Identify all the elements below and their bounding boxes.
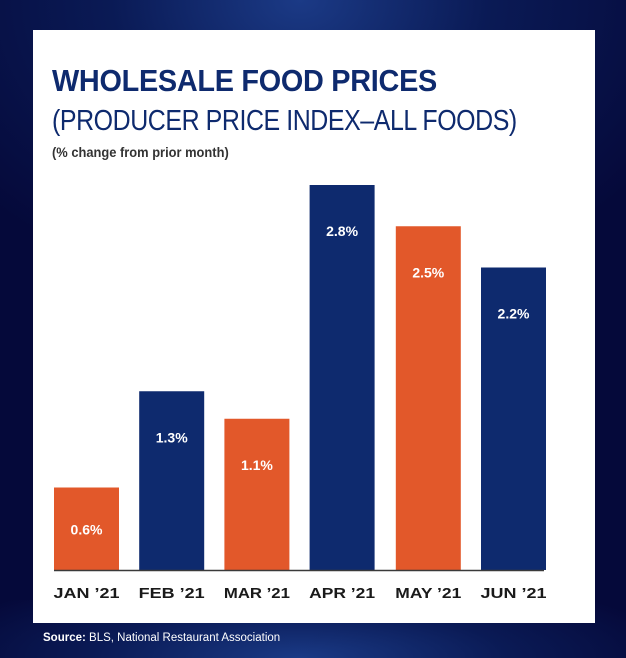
bar-value-label: 1.1% (241, 457, 273, 473)
bar-value-label: 2.5% (412, 264, 444, 280)
x-tick-label: FEB ’21 (139, 585, 205, 602)
x-tick-label: MAR ’21 (224, 585, 290, 602)
bar-2 (139, 391, 205, 570)
x-tick-label: MAY ’21 (395, 585, 461, 602)
chart-note: (% change from prior month) (52, 144, 229, 160)
bar-5 (395, 226, 461, 570)
x-axis-labels: JAN ’21 FEB ’21 MAR ’21 APR ’21 MAY ’21 JUN ’… (54, 585, 547, 602)
bar-1 (54, 487, 119, 570)
bar-4 (309, 185, 375, 570)
bars-group: 0.6% 1.3% 1.1% 2.8% 2.5% 2.2% (54, 185, 546, 570)
source-label: Source: (43, 632, 86, 644)
x-tick-label: APR ’21 (309, 585, 375, 602)
bar-value-label: 0.6% (71, 522, 103, 538)
bar-value-label: 2.8% (326, 223, 358, 239)
x-tick-label: JAN ’21 (54, 585, 120, 602)
bar-value-label: 2.2% (498, 306, 530, 322)
source-footer: Source: BLS, National Restaurant Associa… (43, 632, 280, 644)
x-tick-label: JUN ’21 (481, 585, 547, 602)
bar-6 (481, 267, 546, 570)
bar-value-label: 1.3% (156, 429, 188, 445)
source-text: BLS, National Restaurant Association (85, 632, 281, 644)
chart-subtitle: (PRODUCER PRICE INDEX–ALL FOODS) (52, 105, 517, 137)
chart-title: WHOLESALE FOOD PRICES (52, 63, 437, 98)
bar-3 (224, 418, 290, 570)
